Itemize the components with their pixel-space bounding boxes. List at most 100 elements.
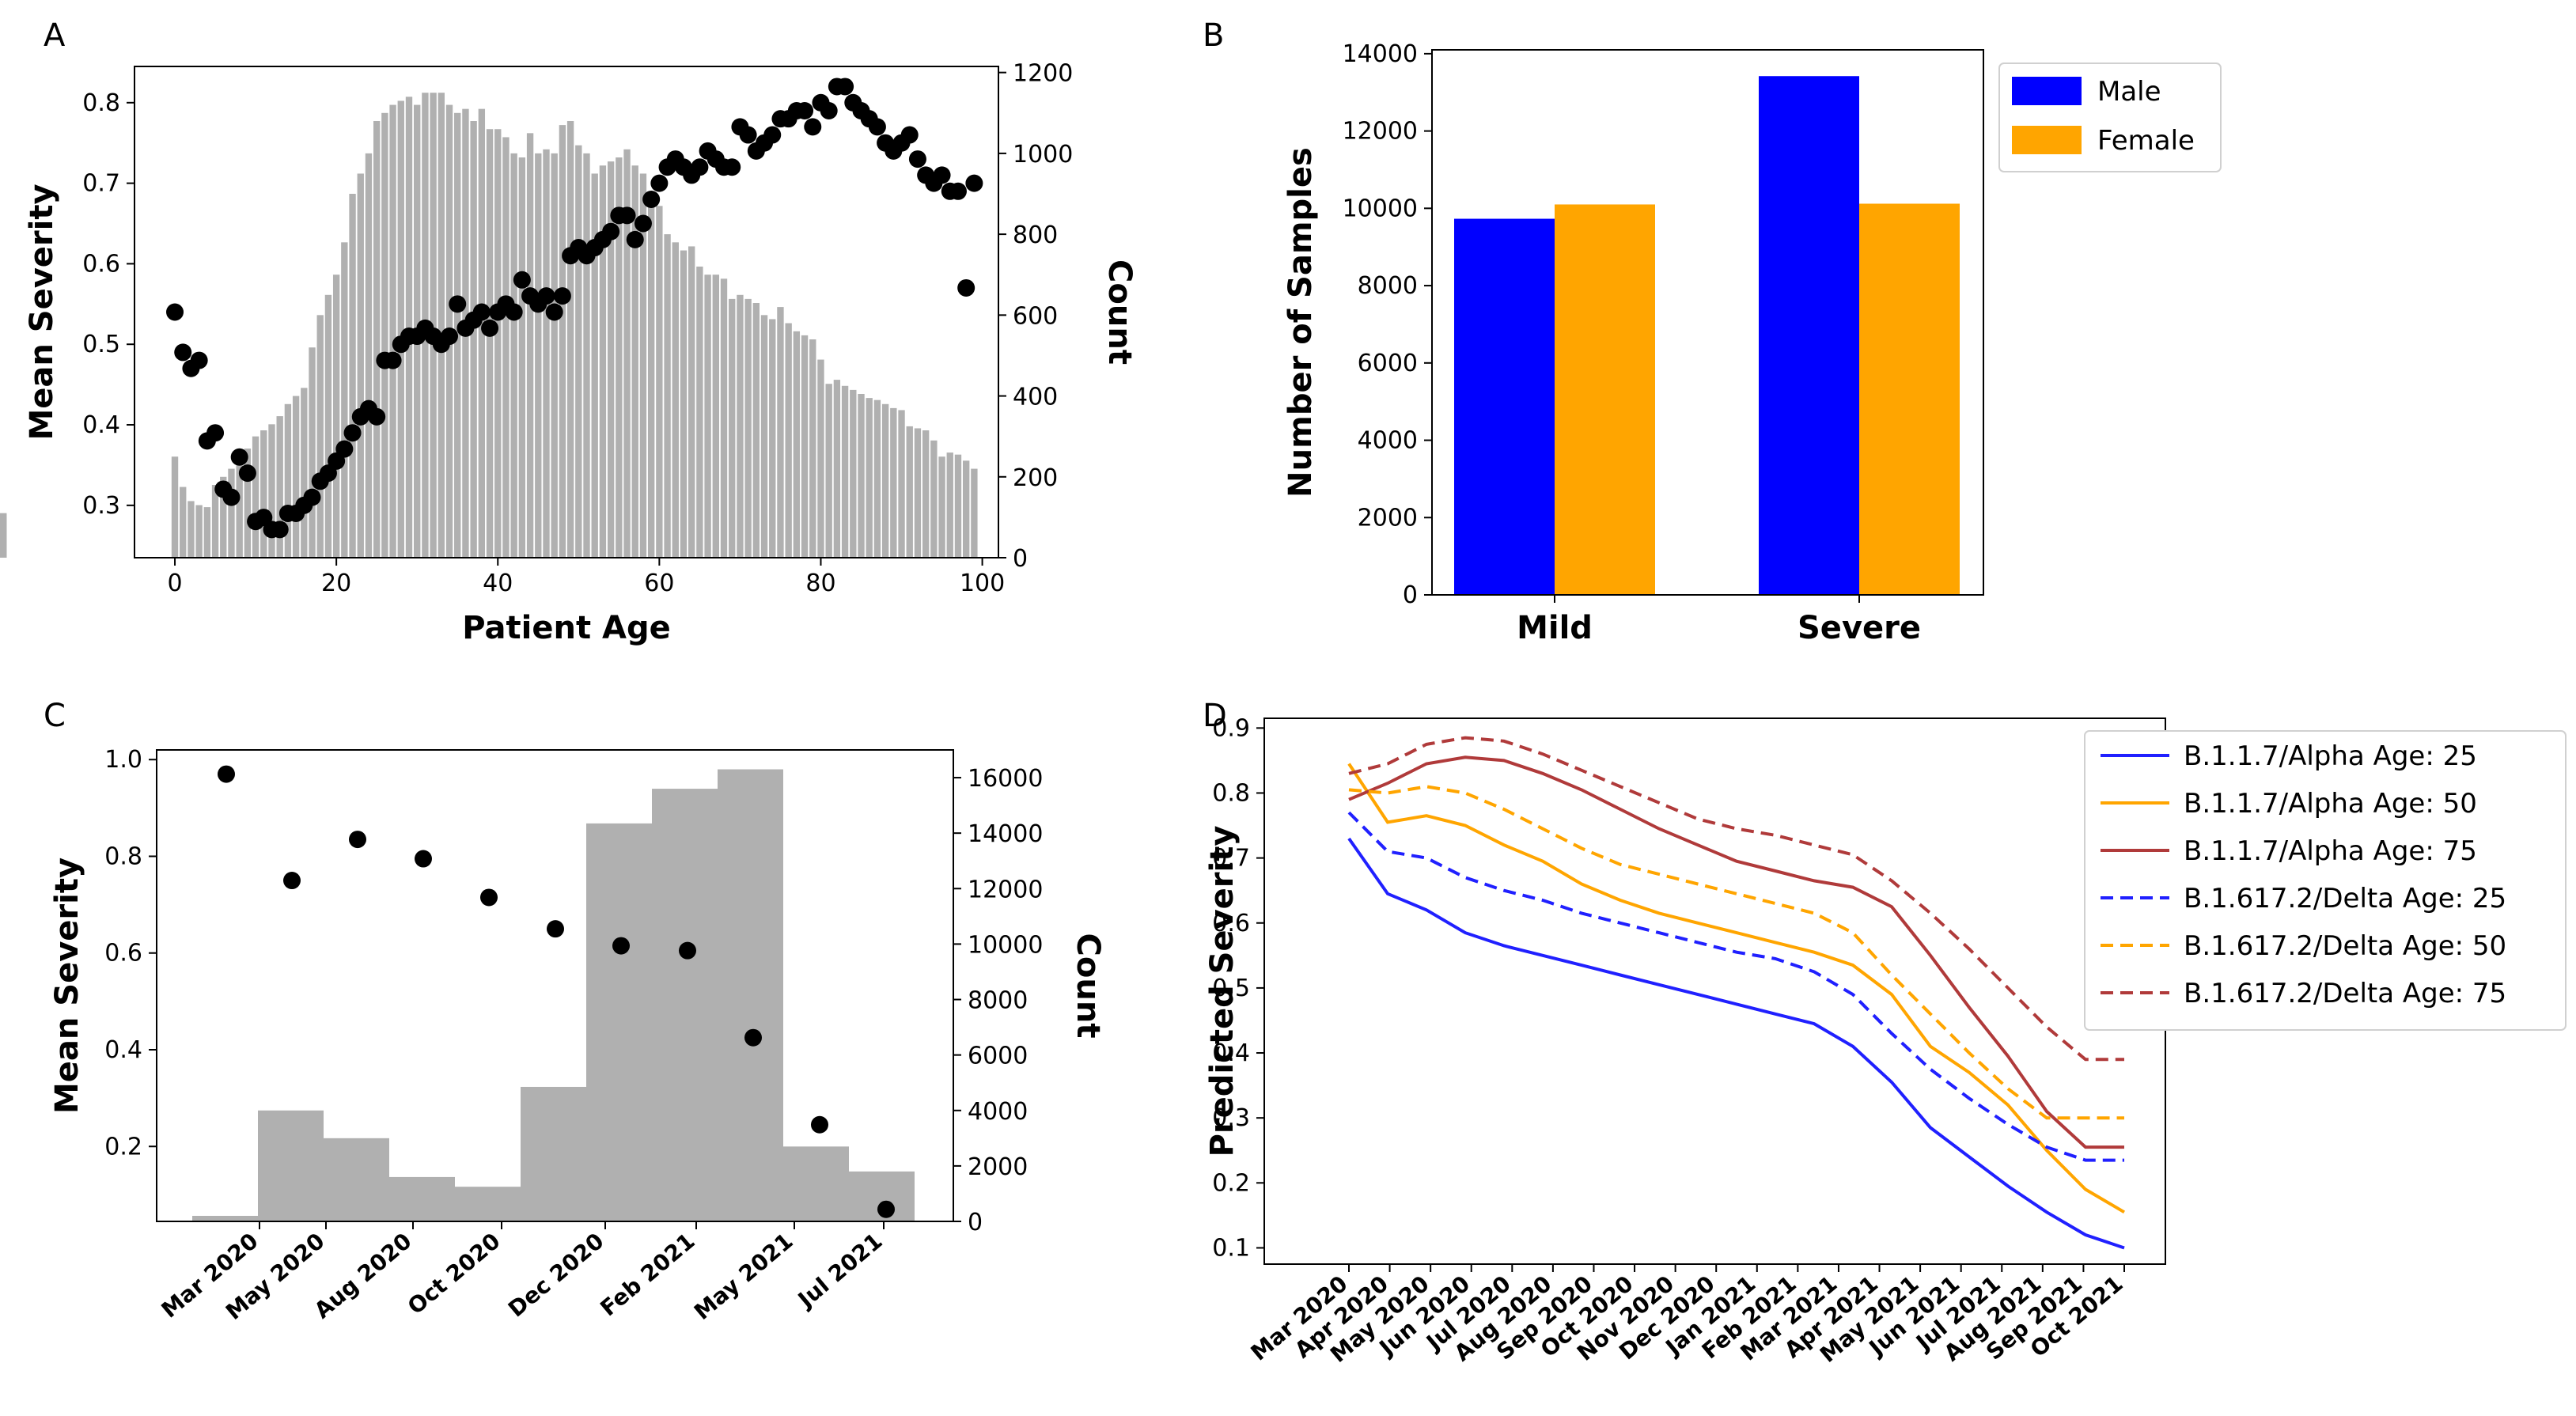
- count-bar: [518, 157, 526, 558]
- count-bar: [559, 125, 566, 558]
- y2-tick-label: 400: [1013, 384, 1058, 411]
- count-bar: [470, 121, 477, 558]
- y-tick-label: 0.7: [82, 170, 120, 198]
- y2-axis-title: Count: [1070, 933, 1106, 1039]
- count-bar: [718, 769, 783, 1221]
- y2-tick-label: 4000: [968, 1098, 1028, 1126]
- count-bar: [825, 384, 832, 558]
- severity-point: [949, 182, 967, 200]
- legend-label: B.1.617.2/Delta Age: 75: [2184, 978, 2506, 1009]
- legend-label: Male: [2097, 76, 2161, 108]
- severity-point: [804, 118, 822, 136]
- y-tick-label: 1.0: [104, 746, 142, 774]
- x-tick-label: 0: [167, 570, 182, 597]
- count-bar: [332, 274, 340, 558]
- y-axis-title: Mean Severity: [24, 184, 60, 440]
- severity-point: [553, 287, 571, 305]
- x-tick-label: Dec 2020: [503, 1228, 608, 1322]
- severity-point: [441, 327, 459, 346]
- count-bar: [712, 274, 719, 558]
- count-bar: [521, 1086, 586, 1221]
- count-bar: [316, 315, 324, 558]
- count-bar: [397, 100, 404, 558]
- count-bar: [260, 430, 267, 558]
- count-bar: [405, 97, 413, 558]
- plot-frame: [156, 749, 954, 1222]
- severity-point: [900, 126, 919, 144]
- series-line-3: [1347, 811, 2124, 1162]
- count-bar: [381, 112, 388, 558]
- y2-tick-label: 1200: [1013, 60, 1073, 88]
- y-tick-label: 0.4: [104, 1036, 142, 1064]
- count-bar: [833, 380, 841, 558]
- count-bar: [890, 407, 897, 558]
- count-bar: [252, 436, 259, 558]
- x-tick-label: 60: [644, 570, 674, 597]
- y2-tick-label: 0: [1013, 545, 1028, 573]
- y2-tick-label: 200: [1013, 464, 1058, 492]
- y-tick-label: 0.6: [1212, 910, 1250, 937]
- count-bar: [526, 133, 534, 558]
- count-bar: [268, 424, 275, 558]
- severity-point: [472, 303, 491, 321]
- y2-tick-label: 14000: [968, 820, 1043, 848]
- count-bar: [486, 129, 494, 558]
- legend-label: Female: [2097, 125, 2195, 157]
- severity-point: [283, 872, 301, 890]
- series-line-0: [1347, 837, 2125, 1250]
- severity-point: [449, 295, 467, 313]
- count-bar: [938, 456, 945, 558]
- count-bar: [586, 823, 652, 1221]
- y-tick-label: 4000: [1358, 427, 1418, 455]
- category-label: Severe: [1798, 610, 1921, 646]
- count-bar: [583, 153, 590, 558]
- y-tick-label: 0.1: [1212, 1234, 1250, 1262]
- count-bar: [720, 278, 728, 558]
- x-tick-label: Feb 2021: [595, 1228, 699, 1321]
- count-bar: [180, 487, 187, 558]
- count-bar: [543, 149, 550, 558]
- y2-tick-label: 10000: [968, 931, 1043, 959]
- bar-female-mild: [1555, 204, 1655, 595]
- bar-male-severe: [1759, 76, 1859, 595]
- severity-point: [230, 448, 248, 466]
- count-bar: [777, 307, 784, 558]
- count-bar: [607, 161, 615, 558]
- count-bar: [752, 303, 760, 558]
- count-bar: [284, 403, 292, 558]
- severity-point: [650, 174, 669, 192]
- count-bar: [389, 1176, 455, 1221]
- severity-point: [933, 166, 951, 184]
- y2-tick-label: 16000: [968, 765, 1043, 793]
- legend-label: B.1.1.7/Alpha Age: 25: [2184, 740, 2477, 772]
- severity-point: [545, 303, 563, 321]
- severity-point: [505, 303, 523, 321]
- count-bar: [881, 403, 889, 558]
- count-bar: [220, 476, 227, 558]
- y-tick-label: 0.2: [1212, 1169, 1250, 1197]
- y-tick-label: 0.5: [82, 331, 120, 358]
- bar-female-severe: [1859, 203, 1960, 595]
- y-tick-label: 0.5: [1212, 975, 1250, 1002]
- severity-point: [796, 101, 814, 119]
- severity-point: [957, 278, 975, 297]
- x-tick-label: 40: [483, 570, 513, 597]
- y2-tick-label: 8000: [968, 987, 1028, 1015]
- count-bar: [276, 416, 283, 558]
- y-tick-label: 8000: [1358, 272, 1418, 300]
- y2-tick-label: 1000: [1013, 141, 1073, 168]
- count-bar: [664, 234, 671, 558]
- count-bar: [817, 359, 824, 558]
- severity-point: [691, 158, 709, 176]
- severity-point: [820, 101, 838, 119]
- series-line-4: [1348, 785, 2124, 1120]
- legend-label: B.1.1.7/Alpha Age: 50: [2184, 788, 2477, 820]
- count-bar: [866, 398, 873, 558]
- count-bar: [591, 173, 598, 558]
- count-bar: [494, 129, 502, 558]
- severity-point: [679, 941, 696, 960]
- severity-point: [343, 424, 362, 442]
- count-bar: [438, 93, 445, 558]
- panel-letter-a: A: [44, 17, 66, 54]
